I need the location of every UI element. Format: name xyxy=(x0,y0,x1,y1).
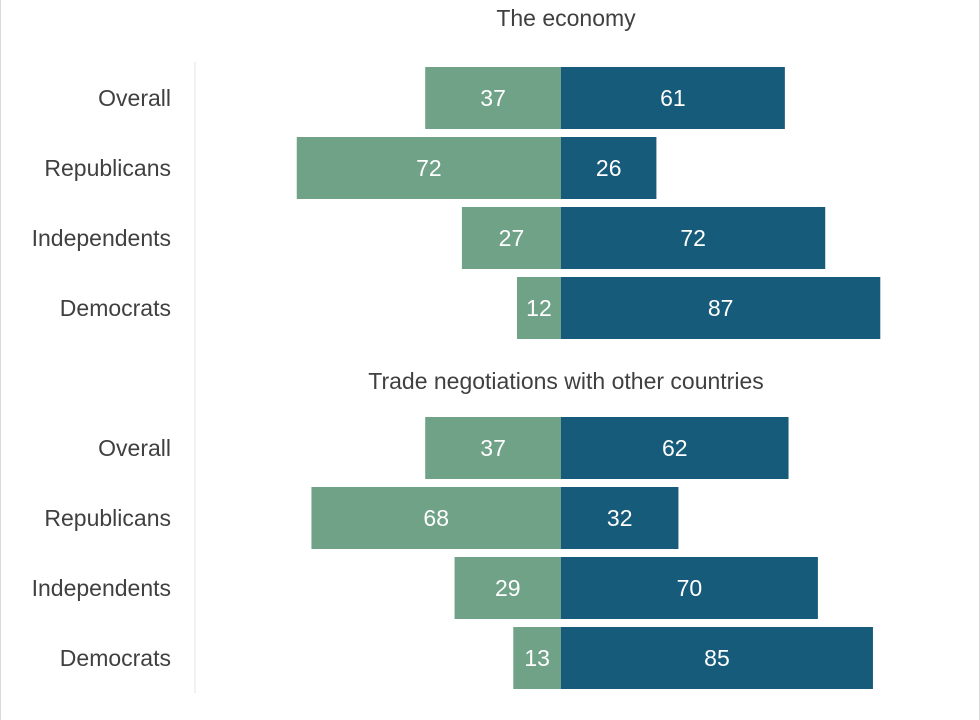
category-label: Democrats xyxy=(60,295,171,321)
left-frame-line xyxy=(0,0,1,720)
right-bar-value-label: 32 xyxy=(607,505,633,531)
right-bar-value-label: 26 xyxy=(596,155,622,181)
left-bar xyxy=(296,137,561,199)
left-bar-value-label: 13 xyxy=(524,645,550,671)
left-bar xyxy=(461,207,561,269)
category-label: Overall xyxy=(98,435,171,461)
right-bar xyxy=(561,627,873,689)
right-bar-value-label: 87 xyxy=(708,295,734,321)
right-bar xyxy=(561,557,818,619)
left-bar xyxy=(454,557,561,619)
left-bar-value-label: 29 xyxy=(495,575,521,601)
category-label: Republicans xyxy=(44,505,171,531)
category-label: Democrats xyxy=(60,645,171,671)
category-label: Independents xyxy=(32,225,171,251)
right-bar xyxy=(561,137,657,199)
panel-title: The economy xyxy=(496,5,636,31)
left-bar-value-label: 68 xyxy=(423,505,449,531)
left-bar-value-label: 37 xyxy=(480,435,506,461)
left-bar xyxy=(516,277,561,339)
right-bar-value-label: 85 xyxy=(704,645,730,671)
left-bar xyxy=(425,67,561,129)
left-bar xyxy=(425,417,561,479)
left-bar xyxy=(311,487,561,549)
panel-title: Trade negotiations with other countries xyxy=(368,368,763,394)
category-label: Republicans xyxy=(44,155,171,181)
left-bar-value-label: 37 xyxy=(480,85,506,111)
right-bar xyxy=(561,417,789,479)
right-bar-value-label: 61 xyxy=(660,85,686,111)
right-bar xyxy=(561,207,826,269)
right-bar-value-label: 72 xyxy=(680,225,706,251)
right-bar xyxy=(561,487,679,549)
right-bar xyxy=(561,67,785,129)
right-bar-value-label: 62 xyxy=(662,435,688,461)
left-bar-value-label: 12 xyxy=(526,295,552,321)
right-bar-value-label: 70 xyxy=(677,575,703,601)
left-bar-value-label: 72 xyxy=(416,155,442,181)
left-bar xyxy=(513,627,561,689)
category-label: Overall xyxy=(98,85,171,111)
right-bar xyxy=(561,277,881,339)
category-label: Independents xyxy=(32,575,171,601)
left-bar-value-label: 27 xyxy=(499,225,525,251)
